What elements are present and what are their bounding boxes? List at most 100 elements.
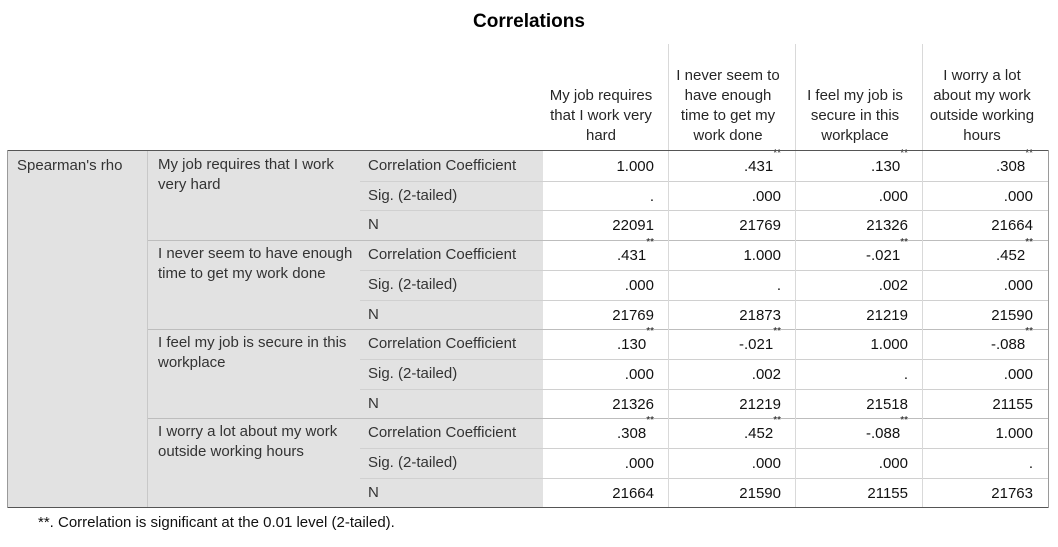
cell-value: 21155 xyxy=(867,484,908,502)
significance-marker: ** xyxy=(1025,148,1033,159)
cell-value: 22091 xyxy=(612,217,654,235)
table-cell: 21326 xyxy=(798,211,908,240)
table-cell: -.021** xyxy=(798,238,908,270)
column-header-4-text: I worry a lot about my work outside work… xyxy=(929,67,1035,144)
cell-value: .130 xyxy=(617,336,647,354)
row-label-area xyxy=(7,151,543,507)
row-divider xyxy=(360,358,1048,360)
table-cell: 21219 xyxy=(671,390,781,419)
significance-marker: ** xyxy=(773,148,781,159)
table-cell: . xyxy=(544,182,654,211)
row-divider xyxy=(360,448,1048,449)
column-divider xyxy=(795,151,796,507)
table-cell: 21769 xyxy=(671,211,781,240)
cell-value: .000 xyxy=(1003,365,1033,383)
statistic-label: N xyxy=(368,216,379,234)
table-cell: .431** xyxy=(544,238,654,270)
cell-value: -.088 xyxy=(866,425,901,443)
statistic-label: Sig. (2-tailed) xyxy=(368,275,458,293)
row-group-label: I never seem to have enough time to get … xyxy=(158,245,353,283)
statistic-label: N xyxy=(368,394,379,412)
statistic-label: Correlation Coefficient xyxy=(368,157,517,174)
cell-value: .000 xyxy=(1003,276,1033,294)
table-bottom-border xyxy=(7,507,1049,508)
footnote: **. Correlation is significant at the 0.… xyxy=(38,514,395,531)
table-cell: .000 xyxy=(798,182,908,211)
row-divider xyxy=(360,388,1048,390)
row-divider xyxy=(360,477,1048,479)
table-cell: .000 xyxy=(923,271,1033,300)
cell-value: .000 xyxy=(624,276,654,294)
cell-value: . xyxy=(649,187,654,205)
table-cell: .000 xyxy=(798,449,908,478)
cell-value: .000 xyxy=(751,187,781,205)
cell-value: 21873 xyxy=(739,306,781,324)
column-header-3: I feel my job is secure in this workplac… xyxy=(796,44,914,150)
significance-marker: ** xyxy=(1025,237,1033,249)
row-divider xyxy=(360,269,1048,271)
cell-value: .000 xyxy=(1003,187,1033,205)
table-cell: 21769 xyxy=(544,301,654,330)
table-cell: .002 xyxy=(671,360,781,389)
cell-value: -.088 xyxy=(991,336,1026,354)
row-group-label: I worry a lot about my work outside work… xyxy=(158,423,338,461)
table-cell: .000 xyxy=(544,271,654,300)
significance-marker: ** xyxy=(646,237,654,249)
cell-value: 21326 xyxy=(866,217,908,235)
table-cell: 21518 xyxy=(798,390,908,419)
table-cell: .000 xyxy=(671,449,781,478)
column-header-1-text: My job requires that I work very hard xyxy=(549,87,653,144)
table-cell: .000 xyxy=(923,182,1033,211)
significance-marker: ** xyxy=(900,237,908,249)
cell-value: 21518 xyxy=(866,395,908,413)
significance-marker: ** xyxy=(773,326,781,338)
cell-value: .000 xyxy=(624,455,654,472)
significance-marker: ** xyxy=(1025,326,1033,338)
table-cell: .130** xyxy=(798,149,908,181)
table-cell: 21873 xyxy=(671,301,781,330)
row-group-label: My job requires that I work very hard xyxy=(158,156,334,193)
cell-value: .308 xyxy=(617,425,647,443)
statistic-label: Correlation Coefficient xyxy=(368,246,517,264)
table-cell: 21664 xyxy=(544,479,654,508)
table-cell: . xyxy=(671,271,781,300)
table-cell: 21155 xyxy=(923,390,1033,419)
cell-value: 21219 xyxy=(739,395,781,413)
column-header-2: I never seem to have enough time to get … xyxy=(669,44,787,150)
statistic-label: Correlation Coefficient xyxy=(368,335,517,353)
cell-value: 21155 xyxy=(992,395,1033,413)
table-cell: .000 xyxy=(544,360,654,389)
table-cell: 1.000 xyxy=(798,330,908,359)
significance-marker: ** xyxy=(646,415,654,427)
cell-value: 21326 xyxy=(612,395,654,413)
cell-value: 21590 xyxy=(739,484,781,502)
table-cell: 21664 xyxy=(923,211,1033,240)
row-divider xyxy=(360,299,1048,301)
table-cell: 1.000 xyxy=(544,152,654,181)
column-header-1: My job requires that I work very hard xyxy=(543,44,659,150)
table-cell: -.088** xyxy=(923,327,1033,359)
cell-value: 21219 xyxy=(866,306,908,324)
cell-value: 21664 xyxy=(612,484,654,502)
table-title: Correlations xyxy=(473,11,585,32)
cell-value: .000 xyxy=(878,187,908,205)
table-cell: 22091 xyxy=(544,211,654,240)
cell-value: .002 xyxy=(751,365,781,383)
header-divider xyxy=(795,44,796,150)
table-cell: 21590 xyxy=(923,301,1033,330)
header-divider xyxy=(668,44,669,150)
method-label: Spearman's rho xyxy=(17,157,123,174)
cell-value: .452 xyxy=(744,425,774,443)
row-group-label: I feel my job is secure in this workplac… xyxy=(158,334,347,372)
significance-marker: ** xyxy=(773,415,781,427)
cell-value: -.021 xyxy=(739,336,774,354)
cell-value: 1.000 xyxy=(870,336,908,354)
column-header-2-text: I never seem to have enough time to get … xyxy=(676,67,780,144)
table-cell: .431** xyxy=(671,149,781,181)
cell-value: .431 xyxy=(617,247,647,265)
significance-marker: ** xyxy=(646,326,654,338)
table-cell: .308** xyxy=(923,149,1033,181)
label-column-divider xyxy=(147,151,148,507)
group-divider xyxy=(147,240,1048,242)
header-divider xyxy=(922,44,923,150)
